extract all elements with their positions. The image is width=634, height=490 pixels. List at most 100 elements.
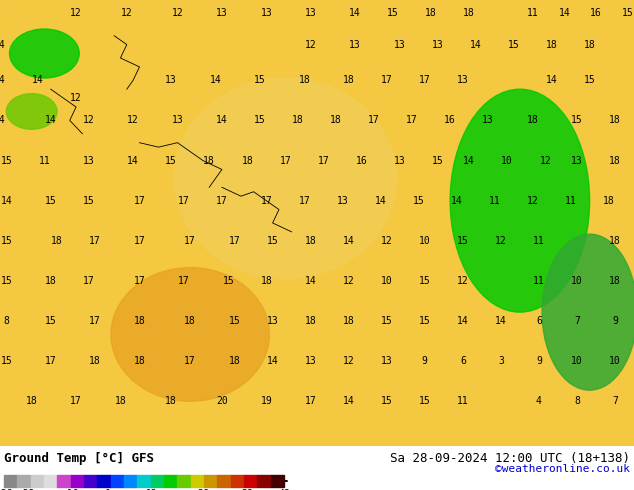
- Text: 18: 18: [330, 115, 342, 125]
- Text: 17: 17: [89, 316, 101, 326]
- Text: 12: 12: [457, 276, 469, 286]
- Text: 12: 12: [381, 236, 392, 246]
- Text: 18: 18: [229, 356, 240, 366]
- Text: 11: 11: [533, 236, 545, 246]
- Text: 15: 15: [508, 40, 519, 49]
- Text: 15: 15: [571, 115, 583, 125]
- Text: 18: 18: [292, 115, 304, 125]
- Ellipse shape: [174, 78, 396, 279]
- Text: 13: 13: [394, 155, 405, 166]
- Bar: [257, 475, 271, 487]
- Text: 16: 16: [356, 155, 367, 166]
- Text: 14: 14: [559, 8, 570, 19]
- Text: 15: 15: [267, 236, 278, 246]
- Text: 18: 18: [609, 115, 621, 125]
- Text: 18: 18: [134, 356, 145, 366]
- Text: 17: 17: [368, 115, 380, 125]
- Text: 17: 17: [184, 236, 196, 246]
- Text: 13: 13: [305, 356, 316, 366]
- Text: 17: 17: [381, 75, 392, 85]
- Text: 13: 13: [482, 115, 494, 125]
- Text: 17: 17: [89, 236, 101, 246]
- Text: 12: 12: [343, 276, 354, 286]
- Text: 13: 13: [261, 8, 272, 19]
- Text: Sa 28-09-2024 12:00 UTC (18+138): Sa 28-09-2024 12:00 UTC (18+138): [390, 452, 630, 465]
- Bar: [178, 475, 191, 487]
- Text: 15: 15: [1, 155, 12, 166]
- Text: 14: 14: [495, 316, 507, 326]
- Text: 13: 13: [305, 8, 316, 19]
- Text: Ground Temp [°C] GFS: Ground Temp [°C] GFS: [4, 452, 154, 465]
- Text: 17: 17: [83, 276, 94, 286]
- Text: 15: 15: [419, 276, 430, 286]
- Text: 15: 15: [381, 396, 392, 406]
- Text: 14: 14: [470, 40, 481, 49]
- Text: 17: 17: [178, 276, 190, 286]
- Text: 13: 13: [165, 75, 177, 85]
- Text: 14: 14: [32, 75, 44, 85]
- Bar: [84, 475, 98, 487]
- Bar: [217, 475, 231, 487]
- Text: 9: 9: [422, 356, 428, 366]
- Text: 17: 17: [178, 196, 190, 206]
- Text: 17: 17: [134, 236, 145, 246]
- Text: 18: 18: [463, 8, 475, 19]
- Text: 15: 15: [1, 356, 12, 366]
- Text: 18: 18: [609, 236, 621, 246]
- Text: 18: 18: [261, 276, 272, 286]
- Text: 9: 9: [536, 356, 542, 366]
- Text: 14: 14: [451, 196, 462, 206]
- Bar: [231, 475, 244, 487]
- Circle shape: [6, 94, 57, 129]
- Bar: [138, 475, 151, 487]
- Bar: [70, 475, 84, 487]
- Text: 0: 0: [104, 489, 110, 490]
- Text: 18: 18: [343, 316, 354, 326]
- Text: 14: 14: [375, 196, 386, 206]
- Text: 8: 8: [574, 396, 580, 406]
- Text: 9: 9: [612, 316, 618, 326]
- Text: 18: 18: [89, 356, 101, 366]
- Text: 14: 14: [0, 75, 6, 85]
- Text: 10: 10: [609, 356, 621, 366]
- Ellipse shape: [450, 89, 590, 312]
- Text: 14: 14: [267, 356, 278, 366]
- Text: ©weatheronline.co.uk: ©weatheronline.co.uk: [495, 464, 630, 474]
- Text: 15: 15: [45, 196, 56, 206]
- Text: 13: 13: [349, 40, 361, 49]
- Text: 15: 15: [83, 196, 94, 206]
- Text: -28: -28: [0, 489, 13, 490]
- Ellipse shape: [111, 268, 269, 401]
- Text: 3: 3: [498, 356, 504, 366]
- Text: 18: 18: [165, 396, 177, 406]
- Text: 18: 18: [305, 316, 316, 326]
- Text: 7: 7: [574, 316, 580, 326]
- Text: 12: 12: [145, 489, 157, 490]
- Text: 14: 14: [0, 115, 6, 125]
- Text: 18: 18: [26, 396, 37, 406]
- Text: 11: 11: [527, 8, 538, 19]
- Text: 15: 15: [419, 396, 430, 406]
- Text: 15: 15: [229, 316, 240, 326]
- Text: 14: 14: [463, 155, 475, 166]
- Text: 38: 38: [242, 489, 253, 490]
- Bar: [30, 475, 44, 487]
- Text: 18: 18: [343, 75, 354, 85]
- Bar: [151, 475, 164, 487]
- Text: 15: 15: [622, 8, 633, 19]
- Text: 13: 13: [337, 196, 348, 206]
- Text: 12: 12: [70, 93, 82, 103]
- Text: 13: 13: [267, 316, 278, 326]
- Bar: [191, 475, 204, 487]
- Text: 18: 18: [51, 236, 63, 246]
- Text: 48: 48: [278, 489, 290, 490]
- Text: 15: 15: [457, 236, 469, 246]
- Text: 10: 10: [501, 155, 513, 166]
- Text: 12: 12: [70, 8, 82, 19]
- Circle shape: [10, 29, 79, 78]
- Text: 12: 12: [121, 8, 133, 19]
- Text: 14: 14: [210, 75, 221, 85]
- Bar: [164, 475, 178, 487]
- Text: 17: 17: [45, 356, 56, 366]
- Text: 18: 18: [527, 115, 538, 125]
